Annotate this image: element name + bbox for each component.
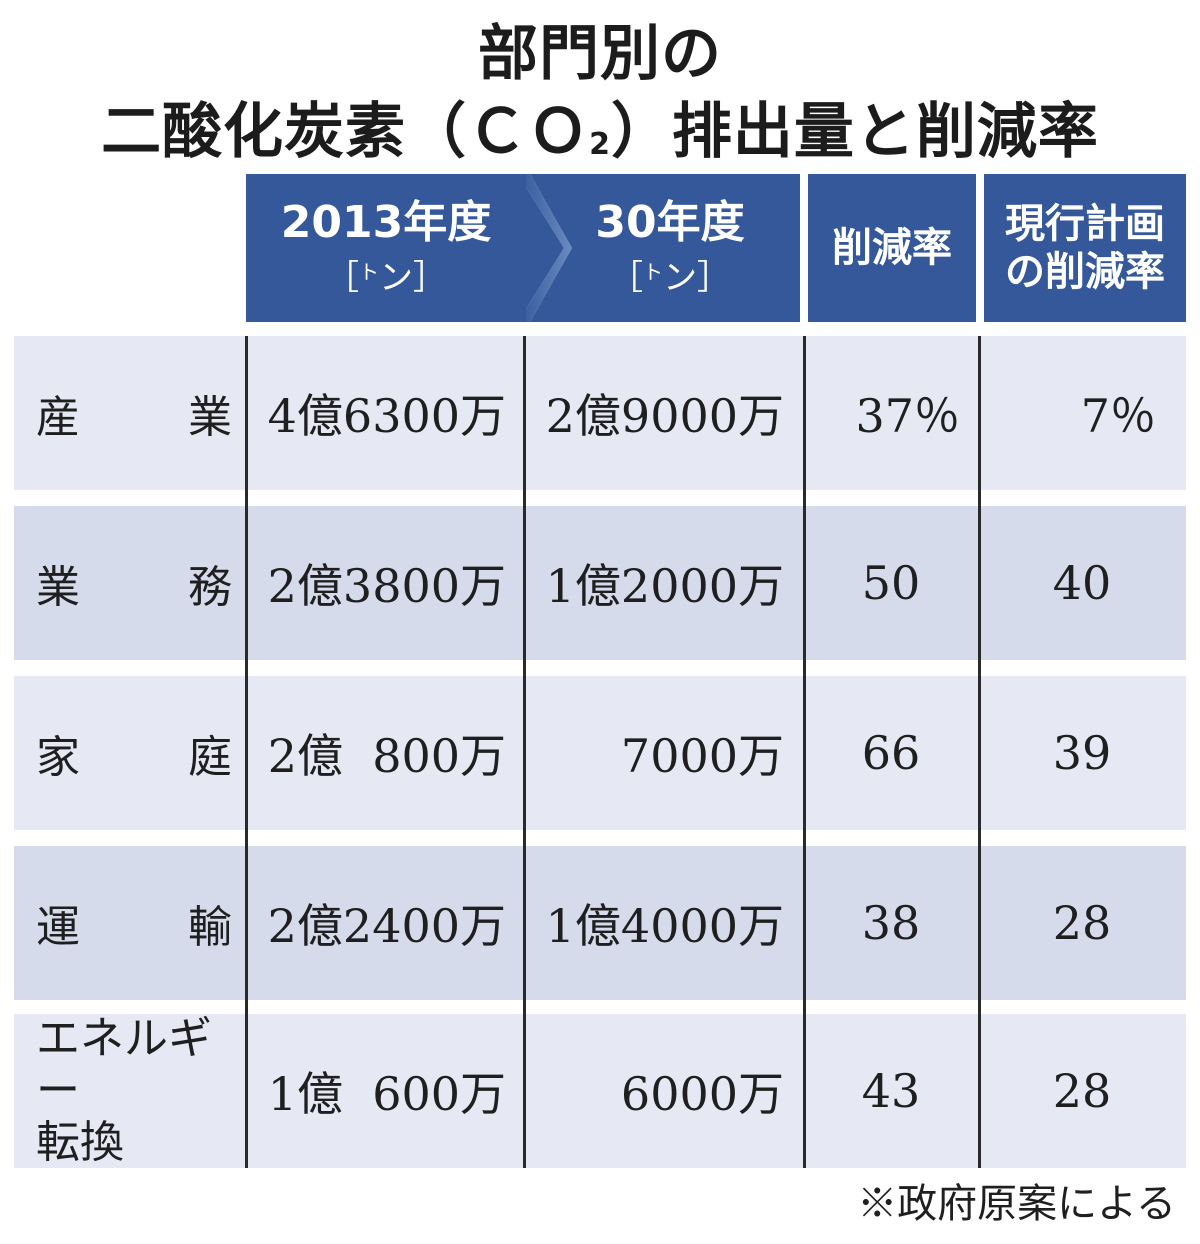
header-current-plan: 現行計画 の削減率 [984,174,1186,322]
row-1-sector: 産業 [36,392,232,443]
row-5-sector-line1: エネルギー [36,1013,212,1116]
row-2-current-plan: 40 [1052,556,1112,610]
title-line2-suffix: ）排出量と削減率 [610,97,1099,167]
row-1-current-plan: 7％ [1080,389,1156,443]
row-3-2030: 7000万 [620,729,784,783]
row-4-reduction: 38 [861,896,921,950]
row-4-2030: 1億4000万 [545,899,784,953]
row-3-current-plan: 39 [1052,726,1112,780]
row-3-reduction: 66 [861,726,921,780]
row-2-sector: 業務 [36,562,232,613]
header-2030: 30年度 ［トン］ [540,174,800,322]
header-current-plan-line2: の削減率 [1005,249,1165,295]
title-line2-prefix: 二酸化炭素（ＣＯ [101,97,590,167]
row-1-2030: 2億9000万 [545,389,784,443]
divider-4 [978,336,981,1168]
header-current-plan-line1: 現行計画 [1005,201,1165,247]
header-2030-label: 30年度 [595,197,745,248]
row-2-2030: 1億2000万 [545,559,784,613]
row-5-sector: エネルギー 転換 [36,1013,236,1168]
row-1-2013: 4億6300万 [267,389,506,443]
divider-3 [803,336,806,1168]
header-2030-unit: ［トン］ [609,258,731,298]
divider-2 [523,336,526,1168]
row-bg-2 [14,506,1186,660]
row-3-sector: 家庭 [36,732,232,783]
row-bg-3 [14,676,1186,830]
row-bg-4 [14,846,1186,1000]
row-5-current-plan: 28 [1052,1064,1112,1118]
title-subscript: 2 [589,127,611,162]
row-5-2013: 1億 600万 [267,1067,506,1121]
row-4-2013: 2億2400万 [267,899,506,953]
chart-title-line1: 部門別の [478,19,722,89]
row-bg-5 [14,1014,1186,1168]
row-4-sector: 運輸 [36,902,232,953]
row-3-2013: 2億 800万 [267,729,506,783]
row-bg-1 [14,336,1186,490]
row-2-reduction: 50 [861,556,921,610]
header-2013-unit: ［トン］ [325,258,447,298]
header-reduction: 削減率 [808,174,976,322]
row-2-2013: 2億3800万 [267,559,506,613]
header-2013: 2013年度 ［トン］ [246,174,526,322]
row-5-reduction: 43 [861,1064,921,1118]
header-reduction-label: 削減率 [832,225,952,271]
row-5-2030: 6000万 [620,1067,784,1121]
source-note: ※政府原案による [857,1181,1176,1227]
header-2013-label: 2013年度 [280,197,492,248]
chart-title-line2: 二酸化炭素（ＣＯ2）排出量と削減率 [0,96,1200,181]
row-1-reduction: 37％ [855,389,960,443]
divider-1 [245,336,248,1168]
row-4-current-plan: 28 [1052,896,1112,950]
row-5-sector-line2: 転換 [36,1117,124,1168]
